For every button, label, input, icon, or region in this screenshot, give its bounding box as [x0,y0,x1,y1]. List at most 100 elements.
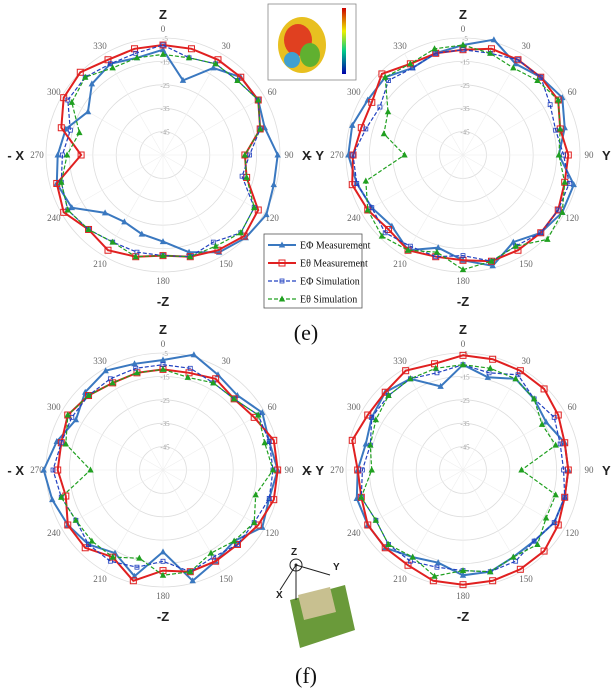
theta-tick-label: 0 [161,339,166,349]
marker [459,41,467,48]
marker [207,549,215,556]
marker [187,365,193,371]
theta-tick-label: 150 [219,259,233,269]
grid-spoke [61,154,164,214]
marker [404,246,412,253]
r-tick-label: -25 [160,397,170,405]
marker [159,548,167,555]
marker [538,420,546,427]
axis-label: -Z [157,294,169,309]
marker [77,151,85,159]
theta-tick-label: 150 [519,259,533,269]
axis-label: -Z [457,609,469,624]
marker [459,266,467,273]
theta-tick-label: 330 [393,41,407,51]
marker [179,76,187,83]
marker [230,395,238,402]
r-tick-label: -25 [460,397,470,405]
theta-tick-label: 120 [565,528,579,538]
marker [102,367,109,374]
marker [278,241,286,248]
marker [68,204,76,211]
theta-tick-label: 90 [585,465,595,475]
caption: (e) [294,320,318,345]
marker [59,152,65,158]
theta-tick-label: 330 [93,356,107,366]
legend-label: EΦ Measurement [300,241,371,252]
marker [57,124,65,132]
marker [247,152,252,158]
marker [384,108,392,115]
marker [235,542,240,547]
marker [136,554,143,561]
marker [159,238,167,245]
series-line [55,48,279,254]
theta-tick-label: 60 [568,87,578,97]
grid-spoke [462,368,522,471]
marker [255,96,262,103]
r-tick-label: -45 [460,129,470,137]
marker [433,248,441,255]
marker [133,365,139,371]
marker [434,559,442,566]
marker [357,124,365,132]
marker [514,56,522,64]
marker [109,553,116,560]
marker [212,60,219,67]
marker [85,392,92,399]
marker [369,205,375,211]
marker [243,173,250,180]
grid-spoke [404,469,464,572]
axis-label: X [302,463,311,478]
marker [159,46,167,53]
theta-tick-label: 300 [47,402,61,412]
marker [518,466,525,473]
theta-tick-label: 60 [268,87,278,97]
theta-tick-label: 90 [585,150,595,160]
marker [263,211,270,218]
marker [270,496,278,504]
theta-tick-label: 270 [30,465,44,475]
marker [187,253,194,260]
marker [378,232,386,239]
marker [555,96,562,103]
marker [515,57,521,63]
theta-tick-label: 210 [393,574,407,584]
theta-tick-label: 270 [30,150,44,160]
marker [131,360,138,367]
marker [364,206,371,213]
grid-spoke [462,154,522,257]
coordinate-inset: Z Y X [276,547,355,648]
marker [107,376,113,382]
axis-label: Z [459,7,467,22]
marker [385,540,392,547]
marker [434,244,442,251]
marker [256,125,264,132]
grid-spoke [162,96,265,156]
r-tick-label: -35 [160,420,170,428]
marker [64,411,71,418]
inset-axis-label: Y [333,562,340,573]
marker [107,61,113,67]
marker [559,208,566,215]
theta-tick-label: 240 [47,213,61,223]
marker [159,365,167,372]
marker [432,364,439,371]
marker [385,225,393,233]
marker [250,519,258,526]
marker [488,257,495,264]
marker [185,54,193,61]
axis-label: -Z [157,609,169,624]
marker [388,222,396,229]
grid-spoke [162,368,222,471]
grid-spoke [361,469,464,529]
marker [57,439,65,447]
marker [239,173,245,179]
grid-spoke [361,411,464,471]
marker [510,553,517,560]
theta-tick-label: 240 [47,528,61,538]
axis-label: Z [159,7,167,22]
marker [250,204,258,211]
marker [359,467,365,473]
marker [159,252,167,259]
